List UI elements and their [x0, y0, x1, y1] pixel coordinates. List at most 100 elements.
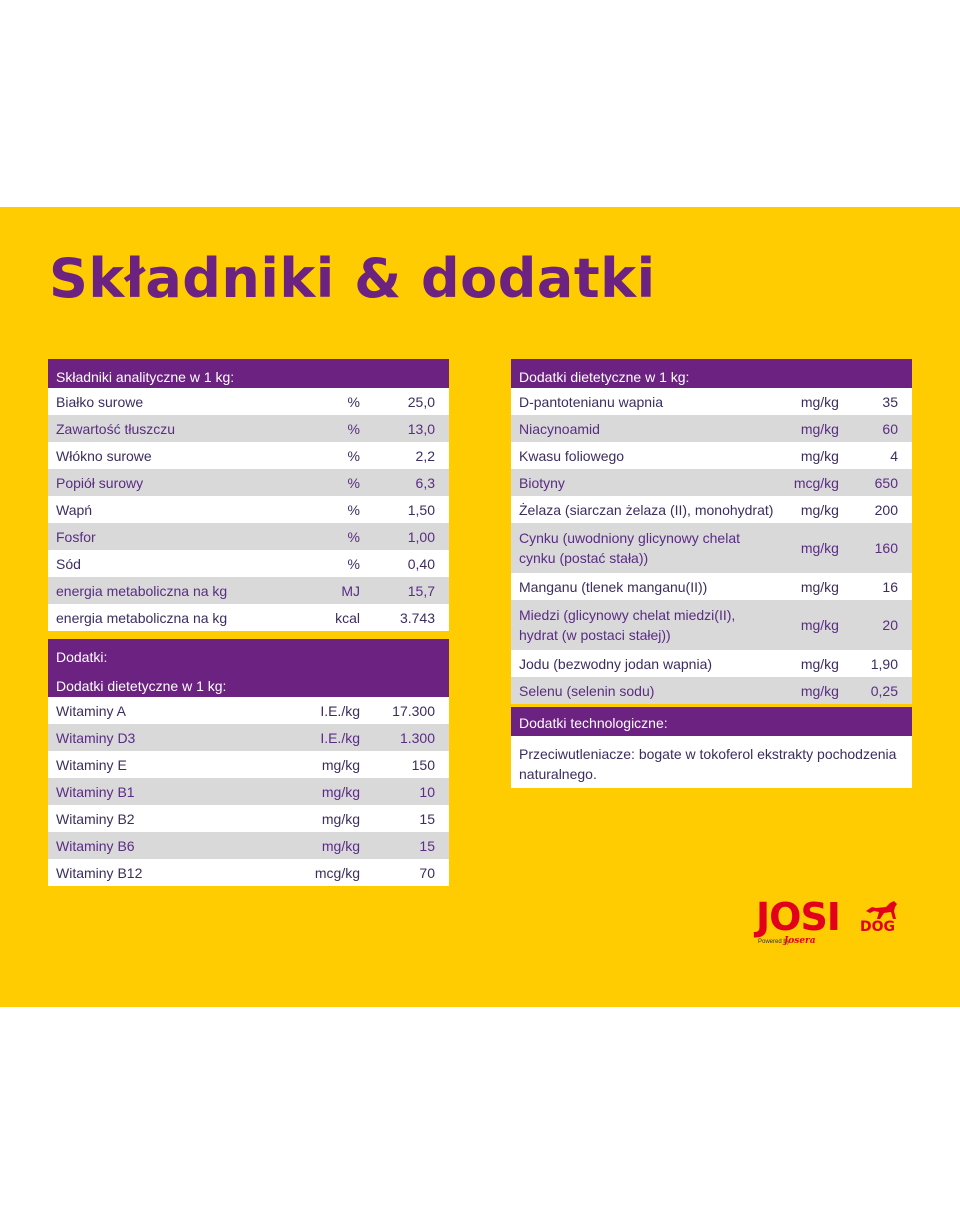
nutrient-value: 15 — [368, 805, 449, 832]
page-title: Składniki & dodatki — [49, 247, 656, 310]
nutrient-value: 160 — [846, 523, 912, 573]
nutrient-name: Witaminy E — [48, 751, 298, 778]
table-row: Selenu (selenin sodu) mg/kg 0,25 — [511, 677, 912, 704]
nutrient-name: Witaminy B2 — [48, 805, 298, 832]
nutrient-name: Manganu (tlenek manganu(II)) — [511, 573, 782, 600]
table-row: energia metaboliczna na kg kcal 3.743 — [48, 604, 449, 631]
table-row: Żelaza (siarczan żelaza (II), monohydrat… — [511, 496, 912, 523]
logo-maker: Josera — [784, 936, 816, 946]
nutrient-value: 15 — [368, 832, 449, 859]
nutrient-value: 70 — [368, 859, 449, 886]
nutrient-unit: mg/kg — [781, 523, 847, 573]
nutrient-unit: mg/kg — [781, 388, 847, 415]
nutrient-value: 25,0 — [368, 388, 449, 415]
table-row: Kwasu foliowego mg/kg 4 — [511, 442, 912, 469]
dietetic-additives-table: Dodatki dietetyczne w 1 kg: D-pantotenian… — [511, 359, 912, 704]
nutrient-name: energia metaboliczna na kg — [48, 577, 298, 604]
dog-icon — [866, 901, 897, 919]
logo-brand: JOSI — [756, 895, 841, 939]
nutrient-value: 650 — [846, 469, 912, 496]
nutrient-value: 1,00 — [368, 523, 449, 550]
nutrient-unit: % — [298, 388, 368, 415]
nutrient-unit: mg/kg — [781, 677, 847, 704]
table-row: Fosfor% 1,00 — [48, 523, 449, 550]
logo-powered: Powered by — [758, 939, 790, 945]
logo-sub: DOG — [860, 919, 896, 935]
table-row: Witaminy A I.E./kg 17.300 — [48, 697, 449, 724]
table-row: Witaminy B2 mg/kg 15 — [48, 805, 449, 832]
table-row: D-pantotenianu wapnia mg/kg 35 — [511, 388, 912, 415]
nutrient-unit: mg/kg — [781, 442, 847, 469]
table-row: Zawartość tłuszczu% 13,0 — [48, 415, 449, 442]
nutrient-value: 17.300 — [368, 697, 449, 724]
nutrient-name: Witaminy A — [48, 697, 298, 724]
table-row: Włókno surowe% 2,2 — [48, 442, 449, 469]
nutrient-name: Popiół surowy — [48, 469, 298, 496]
nutrient-value: 0,40 — [368, 550, 449, 577]
nutrient-value: 1.300 — [368, 724, 449, 751]
nutrient-unit: mcg/kg — [781, 469, 847, 496]
nutrient-name: D-pantotenianu wapnia — [511, 388, 782, 415]
table-header: Dodatki dietetyczne w 1 kg: — [48, 668, 449, 697]
nutrient-value: 2,2 — [368, 442, 449, 469]
nutrient-name: Cynku (uwodniony glicynowy chelat cynku … — [511, 523, 782, 573]
nutrient-name: energia metaboliczna na kg — [48, 604, 298, 631]
nutrient-value: 0,25 — [846, 677, 912, 704]
nutrient-name: Zawartość tłuszczu — [48, 415, 298, 442]
table-header: Składniki analityczne w 1 kg: — [48, 359, 449, 388]
nutrient-unit: mg/kg — [781, 600, 847, 650]
table-header: Dodatki: — [48, 639, 449, 668]
nutrient-name: Niacynoamid — [511, 415, 782, 442]
nutrient-name: Włókno surowe — [48, 442, 298, 469]
nutrient-name: Sód — [48, 550, 298, 577]
nutrient-value: 4 — [846, 442, 912, 469]
nutrient-unit: % — [298, 442, 368, 469]
nutrient-unit: % — [298, 469, 368, 496]
nutrient-value: 6,3 — [368, 469, 449, 496]
table-row: Witaminy B1 mg/kg 10 — [48, 778, 449, 805]
nutrient-value: 200 — [846, 496, 912, 523]
nutrient-unit: mg/kg — [781, 415, 847, 442]
table-header: Dodatki dietetyczne w 1 kg: — [511, 359, 912, 388]
nutrient-value: 1,50 — [368, 496, 449, 523]
nutrient-unit: mg/kg — [298, 832, 368, 859]
table-row: Witaminy B12 mcg/kg 70 — [48, 859, 449, 886]
nutrient-value: 150 — [368, 751, 449, 778]
technological-text: Przeciwutleniacze: bogate w tokoferol ek… — [511, 736, 912, 788]
technological-additives-box: Dodatki technologiczne: Przeciwutleniacz… — [511, 707, 912, 788]
nutrient-unit: % — [298, 523, 368, 550]
nutrient-unit: mg/kg — [781, 573, 847, 600]
table-row: Biotyny mcg/kg 650 — [511, 469, 912, 496]
nutrient-unit: kcal — [298, 604, 368, 631]
nutrient-value: 10 — [368, 778, 449, 805]
nutrient-name: Wapń — [48, 496, 298, 523]
table-row: Witaminy B6 mg/kg 15 — [48, 832, 449, 859]
nutrient-value: 15,7 — [368, 577, 449, 604]
nutrient-unit: mg/kg — [298, 751, 368, 778]
table-row: Popiół surowy% 6,3 — [48, 469, 449, 496]
yellow-panel: Składniki & dodatki Składniki analityczn… — [0, 207, 960, 1007]
nutrient-name: Witaminy B6 — [48, 832, 298, 859]
nutrient-name: Jodu (bezwodny jodan wapnia) — [511, 650, 782, 677]
nutrient-unit: % — [298, 415, 368, 442]
table-row: Jodu (bezwodny jodan wapnia) mg/kg 1,90 — [511, 650, 912, 677]
nutrient-name: Fosfor — [48, 523, 298, 550]
nutrient-unit: I.E./kg — [298, 697, 368, 724]
table-row: Manganu (tlenek manganu(II)) mg/kg 16 — [511, 573, 912, 600]
nutrient-unit: mg/kg — [781, 650, 847, 677]
nutrient-value: 16 — [846, 573, 912, 600]
table-row: Niacynoamid mg/kg 60 — [511, 415, 912, 442]
nutrient-value: 20 — [846, 600, 912, 650]
table-row: Białko surowe% 25,0 — [48, 388, 449, 415]
table-header-row: Dodatki dietetyczne w 1 kg: — [48, 668, 449, 697]
josidog-logo: JOSI DOG Powered by Josera — [756, 895, 906, 955]
nutrient-unit: I.E./kg — [298, 724, 368, 751]
nutrient-value: 3.743 — [368, 604, 449, 631]
table-header-row: Składniki analityczne w 1 kg: — [48, 359, 449, 388]
table-row: Miedzi (glicynowy chelat miedzi(II), hyd… — [511, 600, 912, 650]
nutrient-name: Kwasu foliowego — [511, 442, 782, 469]
nutrient-name: Witaminy D3 — [48, 724, 298, 751]
nutrient-value: 13,0 — [368, 415, 449, 442]
technological-header: Dodatki technologiczne: — [511, 707, 912, 736]
